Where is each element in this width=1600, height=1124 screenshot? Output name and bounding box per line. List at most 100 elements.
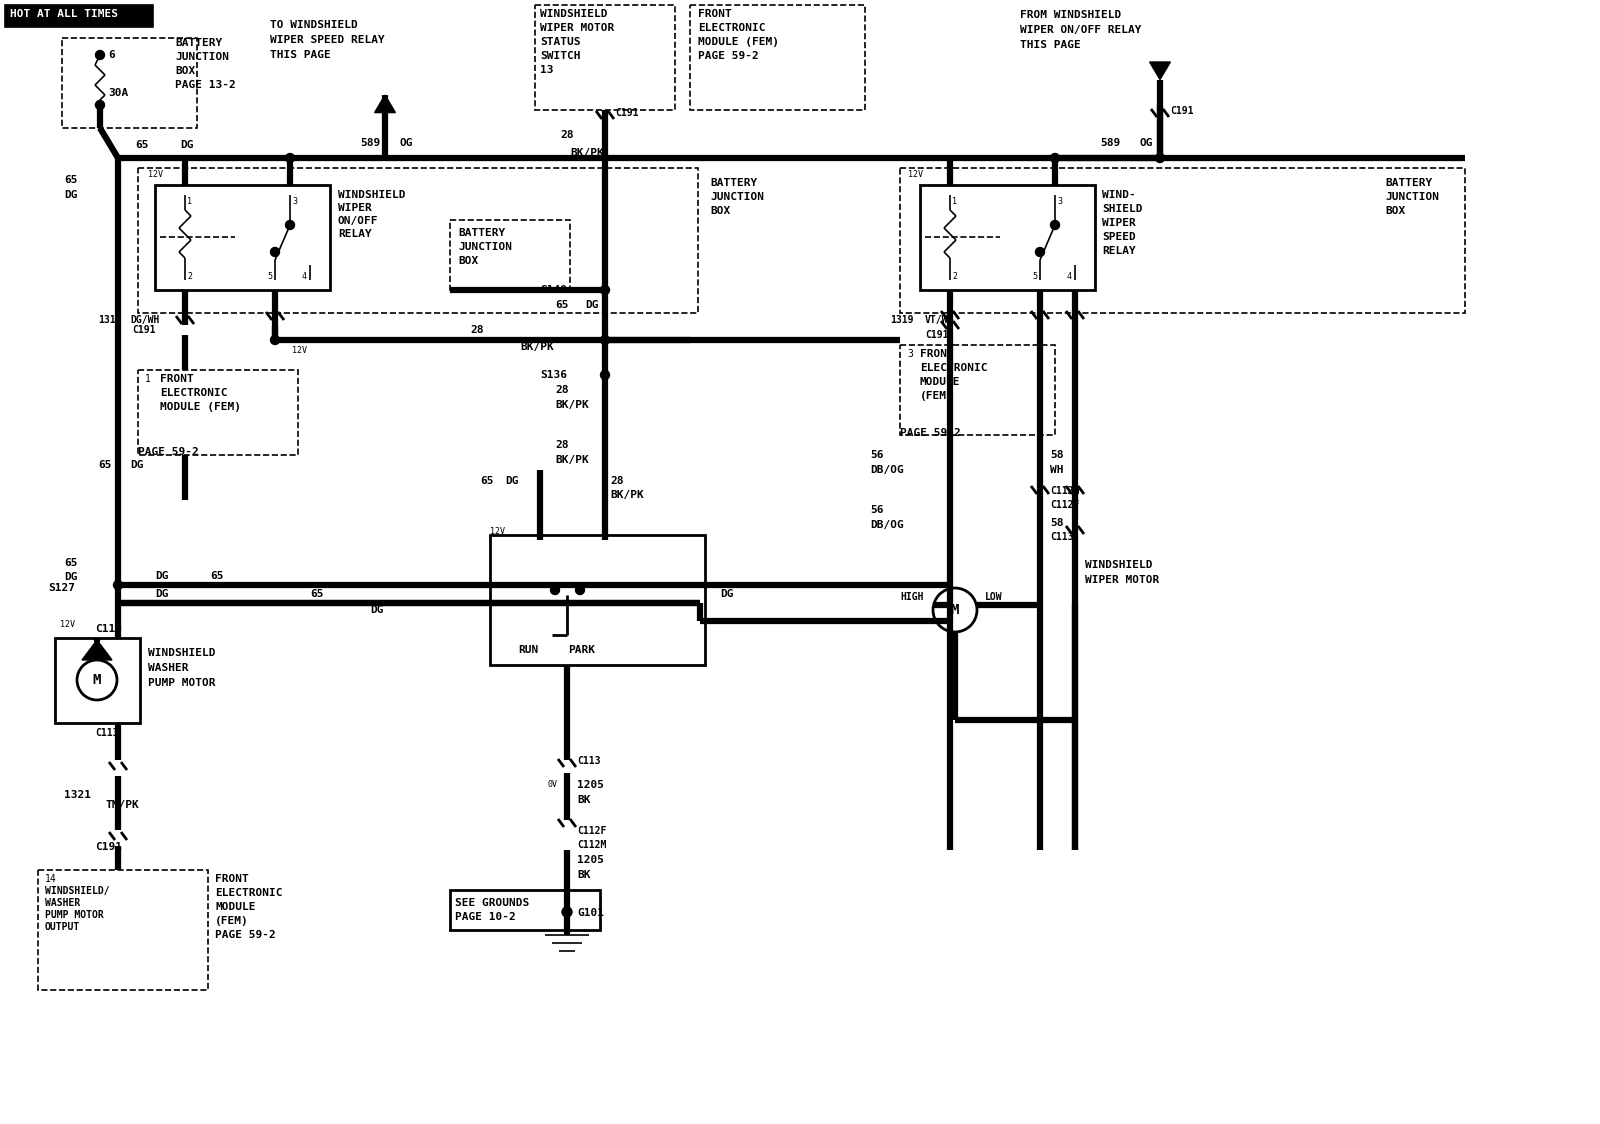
Text: ELECTRONIC: ELECTRONIC [214,888,283,898]
Text: BATTERY: BATTERY [174,38,222,48]
Text: SWITCH: SWITCH [541,51,581,61]
Text: C112F: C112F [1050,500,1080,510]
Text: BK/PK: BK/PK [555,400,589,410]
Text: FROM WINDSHIELD: FROM WINDSHIELD [1021,10,1122,20]
Circle shape [600,371,610,380]
Circle shape [96,100,104,109]
Text: FRONT: FRONT [698,9,731,19]
Text: 5: 5 [267,272,272,281]
Bar [450,220,570,290]
Text: OG: OG [1139,138,1154,148]
Text: C191: C191 [131,325,155,335]
Text: THIS PAGE: THIS PAGE [270,49,331,60]
Text: DG: DG [506,475,518,486]
Text: WINDSHIELD: WINDSHIELD [1085,560,1152,570]
Text: VT/WH: VT/WH [925,315,954,325]
Text: C112M: C112M [578,840,606,850]
Text: 65: 65 [98,460,112,470]
Text: (FEM): (FEM) [214,916,248,926]
Bar [899,167,1466,312]
Text: FRONT: FRONT [160,374,194,384]
Circle shape [270,247,280,256]
Text: PAGE 59-2: PAGE 59-2 [214,930,275,940]
Text: RELAY: RELAY [1102,246,1136,256]
Text: 12V: 12V [490,527,506,536]
Circle shape [550,586,560,595]
Text: S140: S140 [541,285,566,294]
Text: 1321: 1321 [64,790,91,800]
Text: 589: 589 [1101,138,1120,148]
Circle shape [562,907,573,917]
Text: SEE GROUNDS: SEE GROUNDS [454,898,530,908]
Text: 28: 28 [610,475,624,486]
Text: 12V: 12V [909,170,923,179]
Text: PAGE 59-2: PAGE 59-2 [138,447,198,457]
Text: PUMP MOTOR: PUMP MOTOR [45,910,104,921]
Text: PARK: PARK [568,645,595,655]
Text: 5: 5 [1032,272,1037,281]
Text: S127: S127 [48,583,75,593]
Circle shape [1155,154,1165,163]
Polygon shape [1149,62,1171,80]
Text: SPEED: SPEED [1102,232,1136,242]
Text: HOT AT ALL TIMES: HOT AT ALL TIMES [10,9,118,19]
Text: WIPER ON/OFF RELAY: WIPER ON/OFF RELAY [1021,25,1141,35]
Text: DG: DG [179,140,194,149]
Text: MODULE: MODULE [920,377,960,387]
Text: DG: DG [370,605,384,615]
Circle shape [285,220,294,229]
Text: WASHER: WASHER [45,898,80,908]
Text: 65: 65 [134,140,149,149]
Text: WINDSHIELD: WINDSHIELD [338,190,405,200]
Text: M: M [93,673,101,687]
Text: 1: 1 [146,374,150,384]
Text: JUNCTION: JUNCTION [710,192,765,202]
Bar [490,535,706,665]
Text: STATUS: STATUS [541,37,581,47]
Text: 3: 3 [1058,197,1062,206]
Circle shape [1051,220,1059,229]
Text: TN/PK: TN/PK [106,800,139,810]
Text: 12V: 12V [61,620,75,629]
Text: WIPER MOTOR: WIPER MOTOR [541,22,614,33]
Text: JUNCTION: JUNCTION [458,242,512,252]
Text: BOX: BOX [458,256,478,266]
Circle shape [600,335,610,344]
Text: ELECTRONIC: ELECTRONIC [698,22,765,33]
Text: JUNCTION: JUNCTION [174,52,229,62]
Bar [899,345,1054,435]
Text: 589: 589 [360,138,381,148]
Text: 2: 2 [187,272,192,281]
Text: DG: DG [155,571,168,581]
Text: BK: BK [578,795,590,805]
Text: DG: DG [720,589,733,599]
Text: C119: C119 [94,624,122,634]
Text: WIND-: WIND- [1102,190,1136,200]
Text: C113: C113 [94,728,118,738]
Text: BK/PK: BK/PK [520,342,554,352]
Circle shape [1035,247,1045,256]
Text: MODULE (FEM): MODULE (FEM) [160,402,242,413]
Text: MODULE: MODULE [214,901,256,912]
Text: BK/PK: BK/PK [570,148,603,158]
Text: DB/OG: DB/OG [870,465,904,475]
Text: BK/PK: BK/PK [610,490,643,500]
Bar [138,167,698,312]
Text: RUN: RUN [518,645,538,655]
Bar [138,370,298,455]
Text: PAGE 13-2: PAGE 13-2 [174,80,235,90]
Text: 65: 65 [210,571,224,581]
Text: 30A: 30A [109,88,128,98]
Text: C191: C191 [1170,106,1194,116]
Text: BOX: BOX [710,206,730,216]
Bar [450,890,600,930]
Circle shape [285,154,294,163]
Text: 14: 14 [45,874,56,883]
Text: (FEM): (FEM) [920,391,954,401]
Text: 4: 4 [1067,272,1072,281]
Text: 1: 1 [952,197,957,206]
Text: 1318: 1318 [98,315,122,325]
Text: C113: C113 [578,756,600,765]
Text: 3: 3 [291,197,298,206]
Text: WINDSHIELD/: WINDSHIELD/ [45,886,110,896]
